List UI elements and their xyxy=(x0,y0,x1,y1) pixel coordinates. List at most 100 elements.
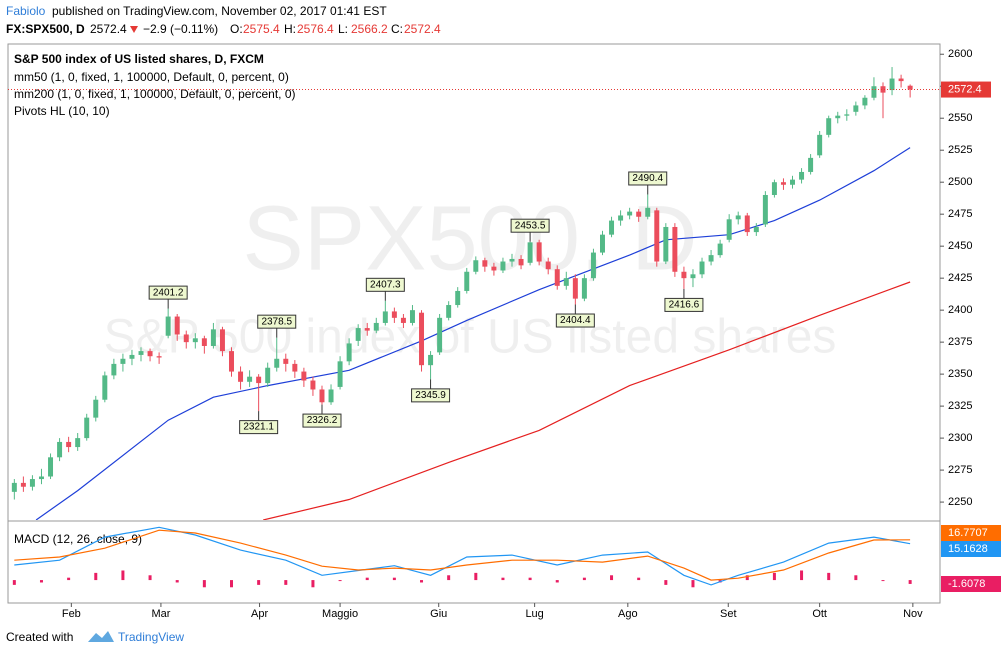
chart-frame xyxy=(7,43,941,604)
histogram-bar xyxy=(582,577,586,581)
histogram-bar xyxy=(67,577,71,581)
candle-body xyxy=(618,215,624,221)
y-tick-label: 2500 xyxy=(948,176,972,188)
x-tick-label: Ott xyxy=(812,608,827,620)
macd-pane xyxy=(12,526,912,588)
ohlc-label: L: xyxy=(338,22,348,36)
candle-body xyxy=(120,358,126,364)
y-tick-label: 2550 xyxy=(948,112,972,124)
candle-body xyxy=(219,329,225,352)
candle-body xyxy=(310,380,316,390)
histogram-bar xyxy=(854,575,858,581)
candle-body xyxy=(780,182,786,185)
footer-brand[interactable]: TradingView xyxy=(118,630,184,644)
candle-body xyxy=(491,266,497,271)
histogram-bar xyxy=(637,577,641,581)
histogram-bar xyxy=(284,580,288,585)
histogram-bar xyxy=(365,577,369,581)
candle-body xyxy=(844,114,850,116)
pivot-box xyxy=(365,277,405,292)
histogram-bar xyxy=(202,580,206,588)
y-tick-label: 2400 xyxy=(948,304,972,316)
price-pane xyxy=(11,67,913,520)
candle-body xyxy=(627,211,633,216)
histogram-bar xyxy=(827,572,831,581)
x-tick-label: Giu xyxy=(430,608,447,620)
candle-body xyxy=(663,226,669,262)
histogram-bar xyxy=(664,580,668,585)
candle-body xyxy=(536,242,542,262)
candle-body xyxy=(328,389,334,403)
candle-body xyxy=(183,334,189,343)
histogram-bar xyxy=(39,580,43,583)
candle-body xyxy=(563,278,569,286)
candle-body xyxy=(346,343,352,362)
value-tag-label: -1.6078 xyxy=(948,578,985,590)
down-arrow xyxy=(130,26,138,33)
candle-body xyxy=(382,311,388,323)
candle-body xyxy=(464,271,470,291)
candle-body xyxy=(744,215,750,233)
candle-body xyxy=(93,399,99,418)
candle-body xyxy=(409,310,415,323)
candle-body xyxy=(826,118,832,135)
histogram-bar xyxy=(528,577,532,581)
x-tick-label: Mar xyxy=(151,608,170,620)
change: −2.9 (−0.11%) xyxy=(143,22,218,36)
candle-body xyxy=(799,171,805,180)
candle-body xyxy=(690,274,696,279)
candle-body xyxy=(29,479,35,487)
histogram-bar xyxy=(745,575,749,581)
pivot-box xyxy=(148,285,188,300)
candle-body xyxy=(247,376,253,382)
candle-body xyxy=(364,328,370,331)
candle-body xyxy=(84,417,90,439)
candle-body xyxy=(337,361,343,387)
histogram-bar xyxy=(311,580,315,588)
y-tick-label: 2475 xyxy=(948,208,972,220)
candle-body xyxy=(681,271,687,279)
pivot-box xyxy=(664,297,704,312)
candle-body xyxy=(301,371,307,381)
legend-entry: mm200 (1, 0, fixed, 1, 100000, Default, … xyxy=(14,87,296,101)
candle-body xyxy=(554,269,560,286)
logo xyxy=(88,631,114,642)
x-tick-label: Nov xyxy=(903,608,923,620)
x-tick-label: Lug xyxy=(525,608,543,620)
candle-body xyxy=(455,290,461,306)
histogram-bar xyxy=(257,580,261,585)
pivot-label: 2490.4 xyxy=(632,173,663,184)
y-tick-label: 2250 xyxy=(948,496,972,508)
histogram-bar xyxy=(800,570,804,581)
y-tick-label: 2525 xyxy=(948,144,972,156)
y-tick-label: 2325 xyxy=(948,400,972,412)
histogram-bar xyxy=(772,572,776,581)
candle-body xyxy=(38,476,44,480)
candle-body xyxy=(373,322,379,331)
y-tick-label: 2275 xyxy=(948,464,972,476)
candle-body xyxy=(853,105,859,112)
candle-body xyxy=(57,441,63,458)
histogram-bar xyxy=(392,577,396,581)
candle-body xyxy=(609,220,615,235)
candle-body xyxy=(147,351,153,357)
candle-body xyxy=(238,371,244,382)
candle-body xyxy=(636,211,642,217)
histogram-bar xyxy=(908,580,912,584)
candle-body xyxy=(319,389,325,403)
legend-entry: Pivots HL (10, 10) xyxy=(14,104,110,118)
author[interactable]: Fabiolo xyxy=(6,4,46,18)
value-tag-label: 15.1628 xyxy=(948,543,988,555)
candle-body xyxy=(11,482,17,492)
candle-body xyxy=(708,255,714,262)
candle-body xyxy=(898,78,904,82)
candle-body xyxy=(75,438,81,448)
y-tick-label: 2450 xyxy=(948,240,972,252)
pivot-label: 2326.2 xyxy=(307,415,338,426)
value-tag-label: 16.7707 xyxy=(948,527,988,539)
histogram-bar xyxy=(474,572,478,581)
pivot-label: 2345.9 xyxy=(415,390,446,401)
y-tick-label: 2300 xyxy=(948,432,972,444)
candle-body xyxy=(111,363,117,376)
candle-body xyxy=(699,261,705,275)
